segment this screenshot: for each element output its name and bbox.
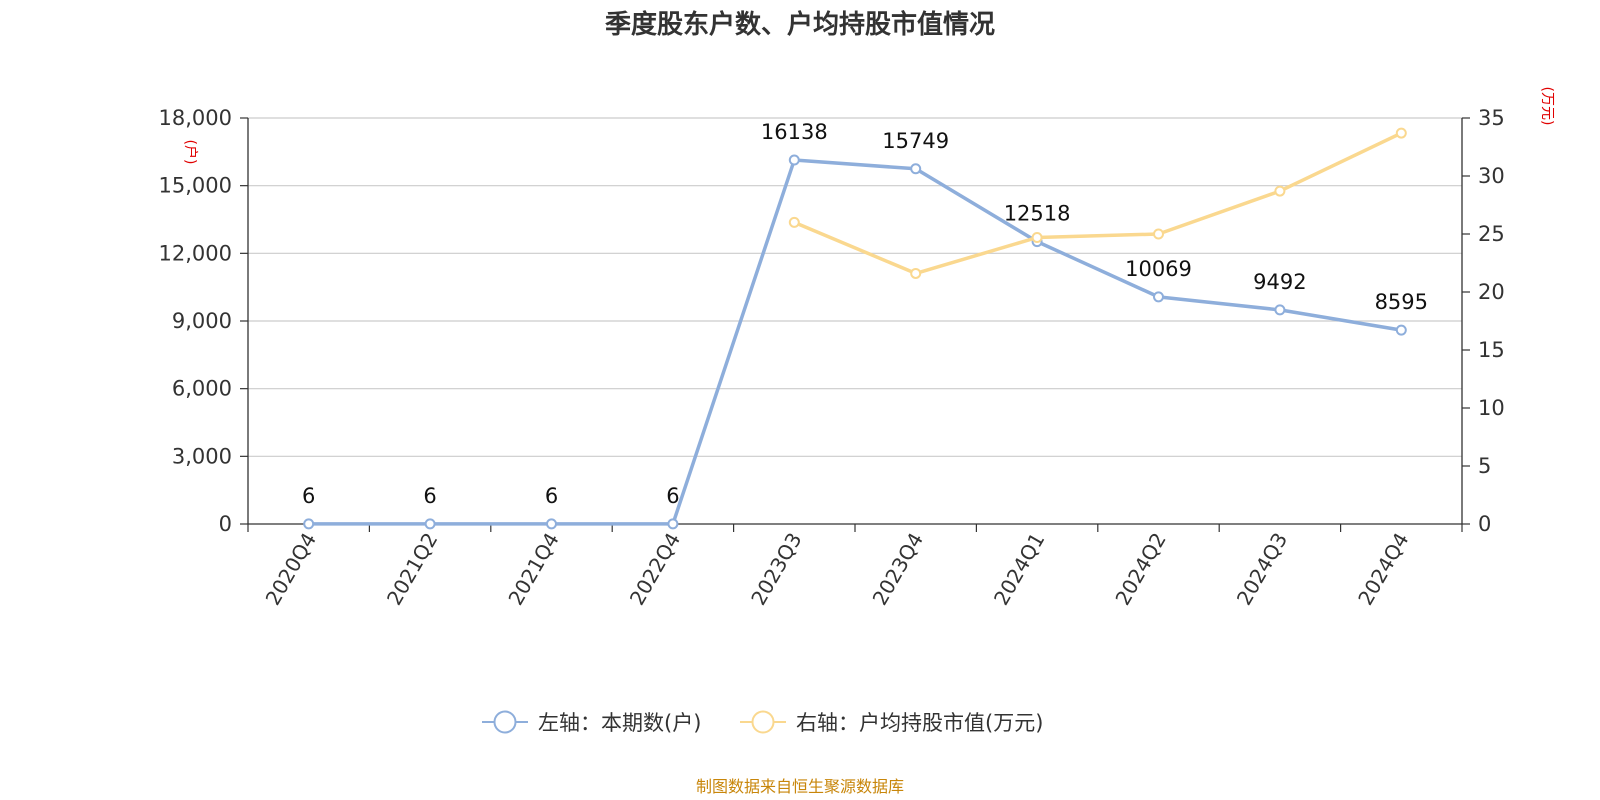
source-note: 制图数据来自恒生聚源数据库: [696, 777, 904, 796]
right-tick-label: 0: [1478, 512, 1491, 536]
data-point-0: [910, 163, 922, 175]
chart-title: 季度股东户数、户均持股市值情况: [605, 9, 995, 40]
data-label: 6: [545, 484, 558, 508]
data-point-0: [303, 518, 315, 530]
right-tick-label: 15: [1478, 338, 1505, 362]
data-point-0: [788, 154, 800, 166]
legend-label-1: 右轴：户均持股市值(万元): [796, 711, 1043, 735]
x-tick-label: 2024Q2: [1110, 529, 1170, 610]
right-tick-label: 5: [1478, 454, 1491, 478]
left-tick-label: 3,000: [172, 444, 232, 468]
legend: 左轴：本期数(户) 右轴：户均持股市值(万元): [482, 710, 1043, 735]
x-tick-label: 2021Q4: [503, 529, 563, 610]
left-tick-label: 9,000: [172, 309, 232, 333]
right-axis-unit: (万元): [1539, 87, 1555, 126]
x-tick-label: 2023Q3: [746, 529, 806, 610]
data-point-1: [1031, 231, 1043, 243]
data-label: 9492: [1253, 270, 1306, 294]
left-tick-label: 15,000: [159, 174, 232, 198]
x-tick-label: 2023Q4: [868, 529, 928, 610]
data-point-0: [667, 518, 679, 530]
series-line-0: [308, 158, 1402, 526]
x-tick-label: 2021Q2: [382, 529, 442, 610]
data-point-0: [424, 518, 436, 530]
data-label: 15749: [882, 129, 949, 153]
right-tick-label: 35: [1478, 106, 1505, 130]
data-point-1: [1153, 228, 1164, 240]
data-label: 6: [423, 484, 436, 508]
data-point-0: [1395, 324, 1407, 336]
left-tick-label: 0: [219, 512, 232, 536]
data-point-1: [910, 267, 922, 279]
data-labels: 6 6 6 6 16138 15749 12518 10069 9492 8595: [302, 120, 1428, 508]
data-label: 16138: [761, 120, 828, 144]
data-point-0: [1274, 304, 1286, 316]
data-label: 12518: [1004, 202, 1071, 226]
grid-lines: [248, 117, 1462, 457]
legend-marker-0: [493, 710, 517, 734]
right-tick-label: 25: [1478, 222, 1505, 246]
x-tick-label: 2024Q1: [989, 529, 1049, 610]
right-tick-label: 10: [1478, 396, 1505, 420]
series-layer: [303, 127, 1407, 530]
x-tick-label: 2024Q4: [1353, 529, 1413, 610]
x-tick-label: 2022Q4: [625, 529, 685, 610]
data-label: 6: [666, 484, 679, 508]
right-tick-label: 30: [1478, 164, 1505, 188]
legend-label-0: 左轴：本期数(户): [538, 711, 701, 735]
x-tick-label: 2020Q4: [261, 529, 321, 610]
x-tick-label: 2024Q3: [1232, 529, 1292, 610]
left-tick-label: 18,000: [159, 106, 232, 130]
data-label: 6: [302, 484, 315, 508]
left-tick-label: 12,000: [159, 241, 232, 265]
right-tick-label: 20: [1478, 280, 1505, 304]
data-point-1: [1395, 127, 1407, 139]
data-point-0: [1153, 291, 1164, 303]
left-tick-label: 6,000: [172, 377, 232, 401]
data-point-1: [788, 216, 800, 228]
data-label: 8595: [1375, 290, 1428, 314]
legend-marker-1: [751, 710, 775, 734]
series-line-1: [793, 131, 1403, 276]
data-point-0: [546, 518, 557, 530]
data-label: 10069: [1125, 257, 1192, 281]
data-point-1: [1274, 185, 1286, 197]
left-axis-unit: (户): [182, 140, 199, 165]
